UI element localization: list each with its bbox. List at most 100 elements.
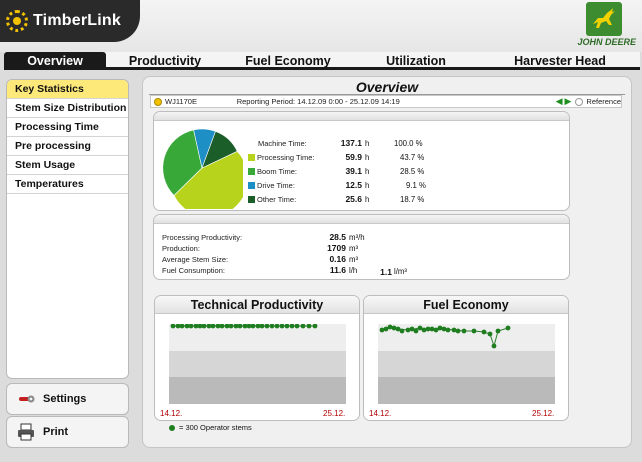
fuel-point — [471, 328, 477, 334]
boom-swatch — [248, 168, 255, 175]
fuel-per-m3-unit: l/m³ — [394, 267, 407, 276]
previous-period-icon[interactable]: ◀ — [555, 96, 563, 106]
tech-point — [294, 324, 300, 329]
tab-utilization[interactable]: Utilization — [386, 54, 446, 68]
sidebar-item-stem-size-distribution[interactable]: Stem Size Distribution — [7, 99, 128, 118]
productivity-label: Processing Productivity: — [162, 233, 243, 242]
tech-point — [197, 324, 203, 329]
print-label: Print — [43, 426, 69, 438]
tech-point — [210, 324, 216, 329]
fuel-point — [495, 328, 501, 334]
fuel-point — [445, 327, 451, 333]
tech-point — [188, 324, 194, 329]
tab-harvester-head[interactable]: Harvester Head — [514, 54, 606, 68]
tech-point — [255, 324, 261, 329]
fuel-date-start: 14.12. — [369, 409, 392, 418]
tech-point — [242, 324, 248, 329]
productivity-value: 28.5 — [329, 232, 346, 242]
fuel-point — [421, 327, 427, 333]
sidebar-item-key-statistics[interactable]: Key Statistics — [7, 80, 128, 99]
fuel-point — [387, 324, 393, 330]
tab-productivity[interactable]: Productivity — [128, 54, 202, 68]
settings-button[interactable]: Settings — [6, 383, 129, 415]
tab-overview[interactable]: Overview — [4, 52, 106, 70]
fuel-point — [437, 325, 443, 331]
machine-status-icon — [154, 97, 162, 106]
sidebar-item-stem-usage[interactable]: Stem Usage — [7, 156, 128, 175]
fuel-point — [391, 325, 397, 331]
legend-label: = 300 Operator stems — [179, 423, 252, 432]
wrench-icon — [17, 390, 35, 408]
reporting-period-bar: WJ1170E Reporting Period: 14.12.09 0:00 … — [150, 95, 622, 108]
sidebar-item-temperatures[interactable]: Temperatures — [7, 175, 128, 194]
fuel-point — [399, 328, 405, 334]
tech-point — [250, 324, 256, 329]
settings-label: Settings — [43, 393, 87, 405]
tech-point — [215, 324, 221, 329]
tech-point — [300, 324, 306, 329]
stat-label-machine-time: Machine Time: — [258, 139, 307, 148]
fuel-point — [379, 327, 385, 333]
fuel-point — [383, 326, 389, 332]
fuel-consumption-label: Fuel Consumption: — [162, 266, 225, 275]
pie-slice-boom — [162, 129, 203, 196]
fuel-point — [481, 329, 487, 335]
stat-value-machine-time: 137.1 — [340, 138, 362, 148]
tech-date-end: 25.12. — [323, 409, 346, 418]
tech-point — [219, 324, 225, 329]
time-statistics-panel: Machine Time: 137.1 h 100.0 % Processing… — [153, 111, 570, 211]
tech-point — [289, 324, 295, 329]
next-period-icon[interactable]: ▶ — [564, 96, 572, 106]
stat-unit-processing-time: h — [365, 153, 370, 162]
stat-unit-machine-time: h — [365, 139, 370, 148]
fuel-economy-plot — [378, 324, 555, 404]
fuel-consumption-unit: l/h — [349, 266, 358, 275]
fuel-point — [417, 325, 423, 331]
tech-point — [193, 324, 199, 329]
other-swatch — [248, 196, 255, 203]
tech-point — [306, 324, 312, 329]
stat-pct-boom-time: 28.5 % — [400, 167, 425, 176]
stat-unit-boom-time: h — [365, 167, 370, 176]
fuel-per-m3-value: 1.1 — [380, 267, 392, 277]
brand-name: JOHN DEERE — [577, 37, 636, 47]
print-button[interactable]: Print — [6, 416, 129, 448]
technical-productivity-title: Technical Productivity — [155, 296, 359, 314]
title-divider — [149, 94, 625, 95]
tech-point — [228, 324, 234, 329]
technical-productivity-plot — [169, 324, 346, 404]
tech-point — [233, 324, 239, 329]
tech-point — [246, 324, 252, 329]
stat-pct-other-time: 18.7 % — [400, 195, 425, 204]
fuel-point — [395, 326, 401, 332]
tech-point — [224, 324, 230, 329]
reference-radio[interactable] — [575, 97, 584, 106]
tech-point — [274, 324, 280, 329]
timberlink-logo: TimberLink — [0, 0, 140, 42]
overview-panel: Overview WJ1170E Reporting Period: 14.12… — [142, 76, 632, 448]
stat-label-drive-time: Drive Time: — [248, 181, 295, 190]
production-unit: m³ — [349, 244, 359, 253]
pie-slice-other — [201, 131, 238, 169]
tech-point — [201, 324, 207, 329]
sidebar-item-processing-time[interactable]: Processing Time — [7, 118, 128, 137]
sidebar-item-pre-processing[interactable]: Pre processing — [7, 137, 128, 156]
stat-unit-drive-time: h — [365, 181, 370, 190]
tech-point — [170, 324, 176, 329]
stat-value-boom-time: 39.1 — [345, 166, 362, 176]
sun-logo-icon — [6, 10, 28, 32]
fuel-point — [461, 328, 467, 334]
tech-point — [264, 324, 270, 329]
stat-pct-machine-time: 100.0 % — [394, 139, 423, 148]
page-title: Overview — [355, 79, 419, 95]
processing-swatch — [248, 154, 255, 161]
fuel-point — [451, 327, 457, 333]
legend-dot-icon — [169, 424, 175, 431]
tech-point — [259, 324, 265, 329]
fuel-point — [487, 331, 493, 337]
fuel-point — [455, 328, 461, 334]
fuel-point — [429, 326, 435, 332]
fuel-economy-chart: Fuel Economy 14.12. 25.12. — [363, 295, 569, 421]
tech-date-start: 14.12. — [160, 409, 183, 418]
tab-fuel-economy[interactable]: Fuel Economy — [245, 54, 331, 68]
